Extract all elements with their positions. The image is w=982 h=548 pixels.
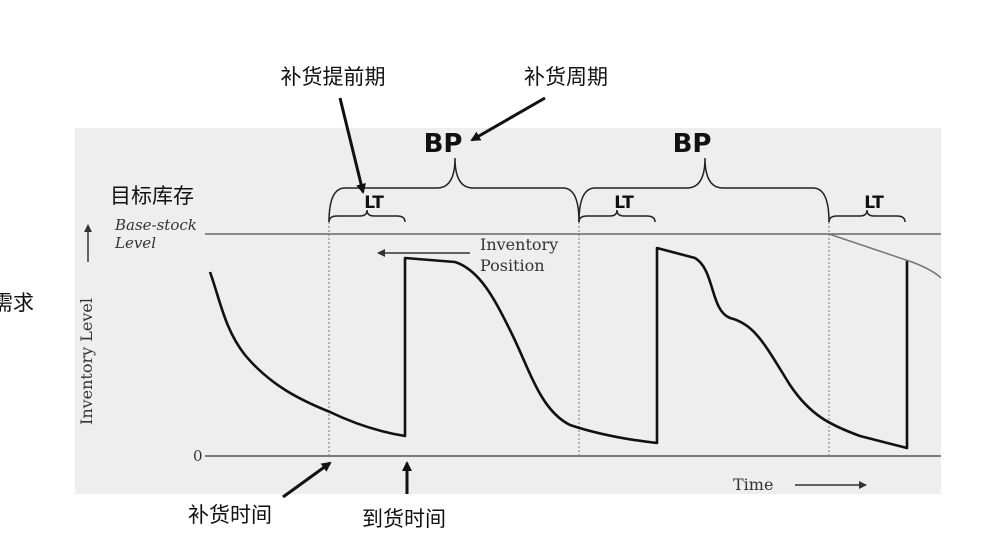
lt-label-3: LT [864, 193, 884, 213]
lt-label-1: LT [364, 193, 384, 213]
base-stock-label-line2: Level [114, 234, 156, 252]
lt-brace-1 [328, 209, 406, 223]
review-period-label: 补货周期 [524, 65, 608, 89]
lt-brace-3 [828, 209, 906, 223]
target-stock-label: 目标库存 [110, 184, 194, 208]
lead-time-label: 补货提前期 [281, 65, 386, 89]
lt-label-2: LT [614, 193, 634, 213]
bp-brace-1 [328, 157, 580, 223]
lt-brace-2 [578, 209, 656, 223]
y-axis-label: Inventory Level [77, 298, 96, 425]
plot-background [75, 128, 941, 494]
arrival-time-label: 到货时间 [362, 507, 446, 531]
bp-label-1: BP [424, 129, 463, 159]
bp-brace-2 [578, 157, 830, 223]
base-stock-label-line1: Base-stock [114, 216, 197, 234]
inventory-level-curve [208, 246, 909, 450]
bp-label-2: BP [673, 129, 712, 159]
zero-label: 0 [193, 447, 203, 465]
inventory-position-line [828, 233, 942, 279]
demand-label: 需求 [0, 291, 34, 315]
order-time-arrow [282, 461, 332, 499]
order-time-label: 补货时间 [188, 503, 272, 527]
inventory-position-label-line1: Inventory [480, 235, 558, 254]
review-period-arrow [470, 96, 546, 142]
lead-time-arrow [338, 97, 366, 194]
inventory-position-label-line2: Position [480, 256, 545, 275]
time-label: Time [733, 475, 773, 494]
